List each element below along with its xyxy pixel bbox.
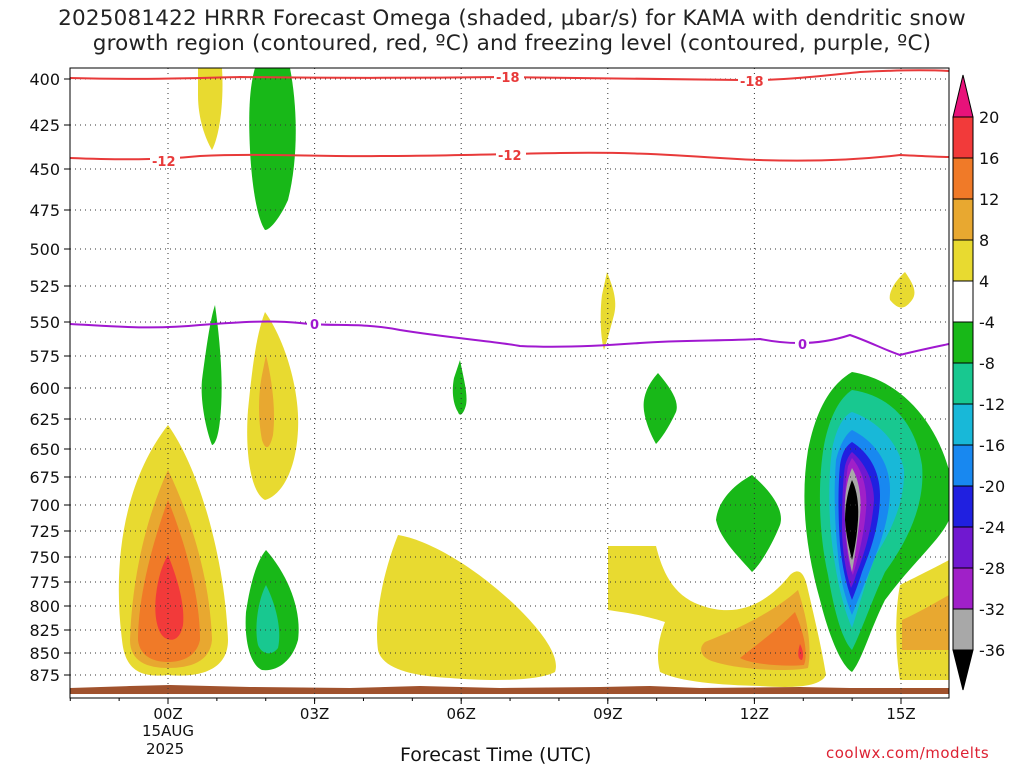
omega-region-mid-orange-02z (259, 355, 275, 448)
dgz-contour-minus18 (70, 69, 949, 82)
omega-shading-layer (118, 68, 949, 687)
y-tick-label-725: 725 (29, 522, 60, 541)
title-line-2: growth region (contoured, red, ºC) and f… (92, 31, 932, 56)
y-tick-label-575: 575 (29, 347, 60, 366)
colorbar-cap-top (952, 74, 974, 118)
colorbar-bin-12-8 (952, 198, 974, 241)
y-tick-label-600: 600 (29, 379, 60, 398)
x-tick-label-06Z: 06Z (447, 705, 476, 723)
y-tick-label-400: 400 (29, 70, 60, 89)
y-axis: 400 425 450 475 500 525 550 575 600 625 650 675 700 7… (29, 70, 70, 685)
omega-region-sinking-14z-max (845, 480, 859, 560)
dgz-contour-minus12 (70, 151, 949, 162)
contour-label-zero-b: 0 (798, 338, 807, 353)
y-tick-label-700: 700 (29, 496, 60, 515)
colorbar-bin--12--16 (952, 403, 974, 446)
omega-region-green-spike-01z (201, 305, 222, 445)
contour-layer (70, 69, 949, 357)
contour-label-minus18-b: -18 (740, 75, 764, 90)
y-tick-label-475: 475 (29, 201, 60, 220)
y-tick-label-775: 775 (29, 573, 60, 592)
y-tick-label-450: 450 (29, 160, 60, 179)
colorbar-label--24: -24 (979, 518, 1005, 537)
grid-lines (70, 68, 949, 698)
omega-region-green-spike-06z (452, 360, 467, 415)
omega-region-yellow-09z-upper (600, 272, 616, 350)
colorbar-label--20: -20 (979, 477, 1005, 496)
y-tick-label-625: 625 (29, 410, 60, 429)
y-tick-label-850: 850 (29, 644, 60, 663)
y-tick-label-875: 875 (29, 666, 60, 685)
contour-label-zero-a: 0 (310, 318, 319, 333)
x-date-day: 15AUG (142, 722, 194, 740)
plot-frame (69, 67, 950, 699)
contour-label-minus18-a: -18 (496, 71, 520, 86)
colorbar-bin--32--36 (952, 608, 974, 651)
colorbar-label--28: -28 (979, 559, 1005, 578)
colorbar-label-16: 16 (979, 149, 999, 168)
source-credit: coolwx.com/modelts (826, 744, 990, 762)
x-tick-label-15Z: 15Z (886, 705, 915, 723)
omega-region-yellow-05z-08z (376, 535, 556, 680)
colorbar-bin-4--4 (952, 280, 974, 323)
omega-region-rising-left-16 (155, 555, 184, 640)
contour-label-minus12-a: -12 (152, 155, 176, 170)
colorbar-bin--28--32 (952, 567, 974, 610)
colorbar: 20 16 12 8 4 -4 -8 -12 -16 -20 -24 -28 -32 -36 (952, 74, 1005, 691)
colorbar-label--12: -12 (979, 395, 1005, 414)
colorbar-bin--24--28 (952, 526, 974, 569)
x-axis: 00Z 03Z 06Z 09Z 12Z 15Z (69, 698, 916, 723)
omega-region-yellow-15z-upper (889, 272, 915, 308)
x-tick-label-03Z: 03Z (300, 705, 329, 723)
colorbar-label--32: -32 (979, 600, 1005, 619)
colorbar-label-20: 20 (979, 108, 999, 127)
colorbar-label--4: -4 (979, 313, 995, 332)
colorbar-bin--20--24 (952, 485, 974, 528)
omega-region-upper-yellow-01z (198, 68, 223, 150)
colorbar-label-4: 4 (979, 272, 989, 291)
x-tick-label-00Z: 00Z (153, 705, 182, 723)
omega-region-orange-15z-right (902, 595, 949, 650)
y-tick-label-425: 425 (29, 116, 60, 135)
omega-region-green-12z (716, 475, 781, 572)
y-tick-label-800: 800 (29, 597, 60, 616)
colorbar-cap-bottom (952, 649, 974, 691)
ground-strip (70, 685, 949, 694)
colorbar-bin-20-16 (952, 116, 974, 159)
chart-title: 2025081422 HRRR Forecast Omega (shaded, … (0, 6, 1024, 56)
omega-region-upper-green-02z (249, 68, 296, 230)
colorbar-bin-8-4 (952, 239, 974, 282)
colorbar-bin--8--12 (952, 362, 974, 405)
y-tick-label-650: 650 (29, 440, 60, 459)
colorbar-bin--16--20 (952, 444, 974, 487)
colorbar-label--16: -16 (979, 436, 1005, 455)
x-tick-label-09Z: 09Z (593, 705, 622, 723)
y-tick-label-750: 750 (29, 548, 60, 567)
colorbar-bin-16-12 (952, 157, 974, 200)
colorbar-label--8: -8 (979, 354, 995, 373)
contour-labels: -18 -18 -12 -12 0 0 (150, 70, 809, 353)
y-tick-label-675: 675 (29, 468, 60, 487)
colorbar-label-12: 12 (979, 190, 999, 209)
colorbar-label-8: 8 (979, 231, 989, 250)
y-tick-label-525: 525 (29, 277, 60, 296)
y-tick-label-500: 500 (29, 240, 60, 259)
omega-region-deep-orange-13z (740, 612, 806, 666)
x-axis-title: Forecast Time (UTC) (400, 744, 592, 766)
contour-label-minus12-b: -12 (498, 149, 522, 164)
omega-region-green-10z (643, 373, 677, 444)
freezing-level-contour-0 (70, 320, 949, 357)
y-tick-label-825: 825 (29, 621, 60, 640)
x-date-year: 2025 (146, 740, 184, 758)
y-tick-label-550: 550 (29, 313, 60, 332)
omega-region-low-teal-02z (256, 585, 280, 654)
colorbar-bin--4--8 (952, 321, 974, 364)
x-tick-label-12Z: 12Z (740, 705, 769, 723)
title-line-1: 2025081422 HRRR Forecast Omega (shaded, … (58, 6, 966, 31)
colorbar-label--36: -36 (979, 641, 1005, 660)
omega-region-red-13z (798, 644, 804, 660)
